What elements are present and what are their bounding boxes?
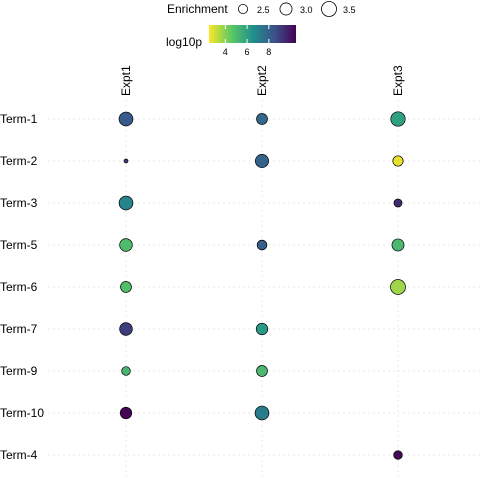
color-legend-ticks: 4 6 8: [223, 25, 271, 57]
point-expt3-term-1: [390, 111, 406, 127]
color-legend-bar: [209, 25, 296, 43]
y-tick-term-10: Term-10: [0, 406, 44, 420]
size-key-2: [321, 1, 337, 17]
size-key-label-2: 3.5: [343, 5, 356, 15]
y-tick-term-3: Term-3: [0, 196, 38, 210]
x-tick-expt2: Expt2: [255, 65, 269, 96]
point-expt1-term-10: [119, 406, 133, 420]
color-tick-label-1: 6: [245, 47, 250, 57]
color-tick-label-0: 4: [223, 47, 228, 57]
y-tick-term-5: Term-5: [0, 238, 38, 252]
size-key-0: [237, 3, 249, 15]
point-expt2-term-2: [255, 154, 269, 168]
point-expt3-term-2: [392, 155, 404, 167]
y-tick-term-1: Term-1: [0, 112, 38, 126]
point-expt1-term-9: [121, 366, 131, 376]
size-key-label-1: 3.0: [300, 5, 313, 15]
y-tick-term-9: Term-9: [0, 364, 38, 378]
point-expt1-term-2: [123, 158, 129, 164]
point-expt1-term-7: [119, 322, 133, 336]
point-expt2-term-9: [256, 365, 268, 377]
point-expt3-term-5: [391, 238, 405, 252]
x-axis-labels: Expt1 Expt2 Expt3: [119, 65, 405, 96]
point-expt1-term-6: [120, 281, 132, 293]
size-key-label-0: 2.5: [257, 5, 270, 15]
point-expt2-term-10: [254, 405, 270, 421]
point-expt3-term-3: [393, 198, 403, 208]
data-points: [118, 111, 406, 460]
size-legend-title: Enrichment: [167, 2, 228, 16]
y-tick-term-6: Term-6: [0, 280, 38, 294]
color-legend: log10p 4 6 8: [166, 25, 296, 57]
point-expt2-term-5: [256, 239, 268, 251]
color-tick-label-2: 8: [266, 47, 271, 57]
point-expt3-term-6: [390, 279, 406, 295]
x-tick-expt3: Expt3: [391, 65, 405, 96]
point-expt2-term-1: [256, 113, 268, 125]
color-legend-title: log10p: [166, 35, 202, 49]
y-tick-term-4: Term-4: [0, 448, 38, 462]
y-tick-term-7: Term-7: [0, 322, 38, 336]
y-tick-term-2: Term-2: [0, 154, 38, 168]
y-axis-labels: Term-1 Term-2 Term-3 Term-5 Term-6 Term-7 Term…: [0, 112, 44, 462]
size-legend: Enrichment 2.5 3.0 3.5: [167, 1, 356, 17]
point-expt3-term-4: [393, 450, 403, 460]
point-expt2-term-7: [255, 322, 269, 336]
point-expt1-term-3: [118, 195, 134, 211]
point-expt1-term-5: [119, 238, 133, 252]
size-key-1: [279, 2, 293, 16]
size-legend-keys: 2.5 3.0 3.5: [237, 1, 356, 17]
x-tick-expt1: Expt1: [119, 65, 133, 96]
point-expt1-term-1: [118, 111, 134, 127]
